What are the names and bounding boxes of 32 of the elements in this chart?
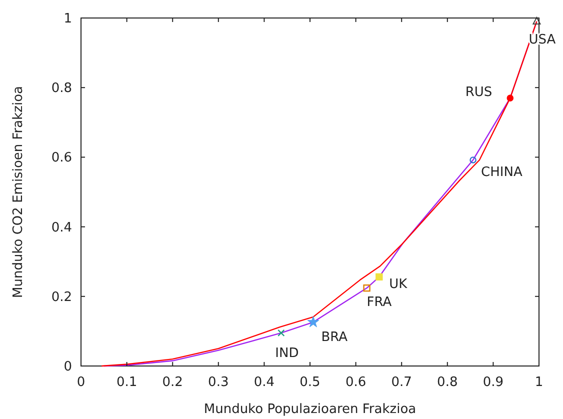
x-tick-label: 0.1 [116, 375, 138, 390]
x-tick-label: 0.6 [345, 375, 366, 390]
x-tick-label: 0.3 [208, 375, 229, 390]
x-tick-label: 0.4 [254, 375, 275, 390]
series-label: IND [275, 346, 299, 361]
x-tick-label: 1 [534, 375, 544, 390]
series-label: CHINA [481, 164, 522, 180]
point [307, 316, 320, 328]
series-label: BRA [321, 330, 348, 346]
series-label: FRA [366, 295, 392, 310]
x-tick-label: 0 [76, 375, 86, 390]
point [363, 284, 370, 292]
x-tick-label: 0.2 [162, 375, 183, 390]
x-axis-title: Munduko Populazioaren Frakzioa [204, 402, 416, 417]
x-tick-label: 0.5 [300, 375, 320, 390]
y-tick-label: 0.4 [51, 220, 72, 236]
series-label: RUS [465, 85, 492, 100]
y-tick-label: 0.8 [51, 81, 72, 96]
y-tick-label: 0 [64, 360, 72, 374]
x-tick-label: 0.8 [437, 375, 458, 390]
x-tick-label: 0.9 [482, 375, 504, 390]
point [470, 156, 476, 164]
series-label: UK [389, 276, 408, 292]
y-tick-label: 1 [64, 12, 72, 26]
point [532, 16, 541, 24]
point [376, 273, 383, 281]
point [278, 329, 285, 337]
x-tick-label: 0.7 [391, 375, 412, 390]
y-tick-label: 0.2 [51, 290, 72, 305]
y-axis-title: Munduko CO2 Emisioen Frakzioa [11, 86, 26, 298]
y-tick-label: 0.6 [51, 150, 72, 166]
point [506, 94, 514, 102]
